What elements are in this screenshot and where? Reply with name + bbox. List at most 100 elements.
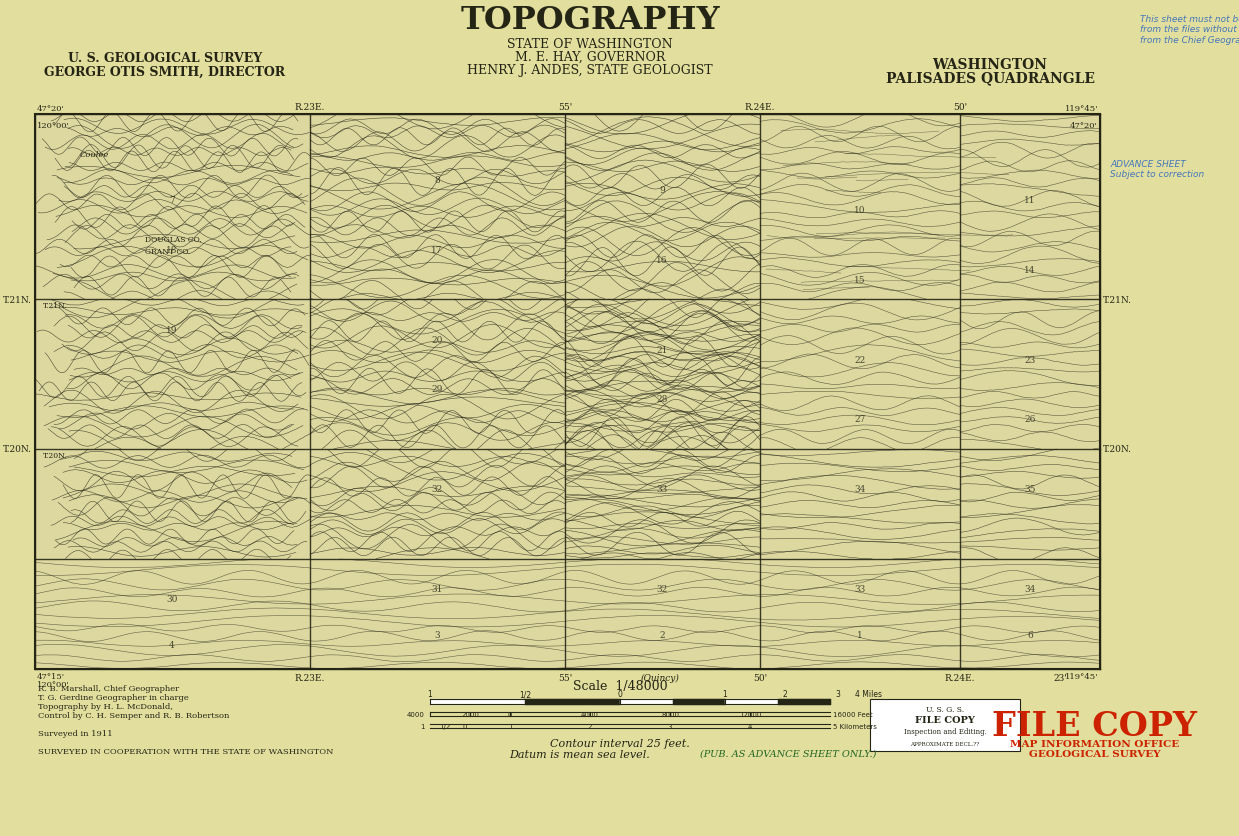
Text: Coulee: Coulee [81, 150, 109, 159]
Text: 5 Kilometers: 5 Kilometers [833, 723, 877, 729]
Text: ADVANCE SHEET
Subject to correction: ADVANCE SHEET Subject to correction [1110, 160, 1204, 179]
Bar [870, 699, 1020, 751]
Text: 31: 31 [431, 585, 442, 594]
Text: T. G. Gerdine Geographer in charge: T. G. Gerdine Geographer in charge [38, 693, 188, 701]
Text: HENRY J. ANDES, STATE GEOLOGIST: HENRY J. ANDES, STATE GEOLOGIST [467, 64, 712, 76]
Text: 11: 11 [1025, 196, 1036, 204]
Text: T.20N.: T.20N. [2, 445, 32, 454]
Text: Contour interval 25 feet.: Contour interval 25 feet. [550, 738, 690, 748]
Text: 4000: 4000 [408, 711, 425, 717]
Text: PALISADES QUADRANGLE: PALISADES QUADRANGLE [886, 71, 1094, 85]
Text: 14: 14 [1025, 265, 1036, 274]
Text: 55': 55' [558, 103, 572, 112]
Text: 0: 0 [462, 723, 467, 729]
Text: Surveyed in 1911: Surveyed in 1911 [38, 729, 113, 737]
Text: 34: 34 [855, 485, 866, 494]
Text: 2: 2 [659, 630, 665, 639]
Text: 3: 3 [434, 630, 440, 639]
Text: 12000: 12000 [738, 711, 761, 717]
Text: 1/2: 1/2 [519, 689, 532, 698]
Text: R.23E.: R.23E. [295, 103, 325, 112]
Text: 0: 0 [617, 689, 622, 698]
Text: 50': 50' [953, 103, 968, 112]
Text: 0: 0 [508, 711, 512, 717]
Text: 27: 27 [855, 415, 866, 424]
Text: APPROXIMATE DECL.??: APPROXIMATE DECL.?? [911, 741, 980, 746]
Text: TOPOGRAPHY: TOPOGRAPHY [460, 4, 720, 35]
Text: T.21N.: T.21N. [43, 302, 68, 309]
Text: 34: 34 [1025, 585, 1036, 594]
Text: 29: 29 [431, 385, 442, 394]
Text: 8: 8 [434, 176, 440, 184]
Text: 47°20': 47°20' [1070, 122, 1098, 130]
Text: R.24E.: R.24E. [745, 103, 776, 112]
Text: 4: 4 [748, 723, 752, 729]
Text: 15: 15 [854, 275, 866, 284]
Text: 28: 28 [657, 395, 668, 404]
Text: 17: 17 [431, 245, 442, 254]
Text: GEORGE OTIS SMITH, DIRECTOR: GEORGE OTIS SMITH, DIRECTOR [45, 65, 285, 79]
Text: Inspection and Editing.: Inspection and Editing. [903, 727, 986, 735]
Text: 55': 55' [558, 673, 572, 682]
Bar [35, 115, 1100, 669]
Text: T.20N.: T.20N. [43, 451, 68, 460]
Text: SURVEYED IN COOPERATION WITH THE STATE OF WASHINGTON: SURVEYED IN COOPERATION WITH THE STATE O… [38, 747, 333, 755]
Text: 2000: 2000 [461, 711, 479, 717]
Text: 1/2: 1/2 [440, 723, 451, 729]
Text: 1: 1 [427, 689, 432, 698]
Text: 7: 7 [170, 196, 175, 204]
Text: 1: 1 [420, 723, 425, 729]
Text: T.21N.: T.21N. [1103, 295, 1132, 304]
Text: 21: 21 [657, 345, 668, 354]
Text: 23: 23 [1025, 355, 1036, 364]
Text: 30: 30 [166, 594, 177, 604]
Text: 47°15': 47°15' [37, 672, 66, 681]
Text: 120°00': 120°00' [37, 681, 69, 688]
Text: 4: 4 [170, 640, 175, 649]
Text: 50': 50' [753, 673, 767, 682]
Text: (PUB. AS ADVANCE SHEET ONLY.): (PUB. AS ADVANCE SHEET ONLY.) [700, 749, 876, 758]
Text: 3: 3 [835, 689, 840, 698]
Text: 16: 16 [657, 255, 668, 264]
Text: 119°45': 119°45' [1064, 104, 1098, 113]
Text: 35: 35 [1025, 485, 1036, 494]
Text: U. S. GEOLOGICAL SURVEY: U. S. GEOLOGICAL SURVEY [68, 52, 263, 64]
Text: 32: 32 [657, 585, 668, 594]
Text: M. E. HAY, GOVERNOR: M. E. HAY, GOVERNOR [515, 50, 665, 64]
Text: 32: 32 [431, 485, 442, 494]
Text: 9: 9 [659, 186, 665, 194]
Text: 119°45': 119°45' [1064, 672, 1098, 681]
Text: U. S. G. S.: U. S. G. S. [926, 705, 964, 713]
Text: 33: 33 [855, 585, 866, 594]
Text: 1: 1 [508, 723, 512, 729]
Text: R.23E.: R.23E. [295, 673, 325, 682]
Text: R.24E.: R.24E. [945, 673, 975, 682]
Text: Topography by H. L. McDonald,: Topography by H. L. McDonald, [38, 702, 173, 710]
Text: Datum is mean sea level.: Datum is mean sea level. [509, 749, 650, 759]
Text: WASHINGTON: WASHINGTON [933, 58, 1047, 72]
Text: (Quincy): (Quincy) [641, 673, 679, 682]
Text: T.20N.: T.20N. [1103, 445, 1132, 454]
Text: 22: 22 [855, 355, 866, 364]
Text: 16000 Feet: 16000 Feet [833, 711, 872, 717]
Text: FILE COPY: FILE COPY [992, 709, 1198, 742]
Text: 47°20': 47°20' [37, 104, 64, 113]
Text: 33: 33 [657, 485, 668, 494]
Text: 23': 23' [1053, 673, 1067, 682]
Text: R. B. Marshall, Chief Geographer: R. B. Marshall, Chief Geographer [38, 684, 180, 692]
Text: Scale  1/48000: Scale 1/48000 [572, 679, 668, 692]
Text: FILE COPY: FILE COPY [916, 715, 975, 724]
Text: 10: 10 [854, 206, 866, 214]
Text: 2: 2 [783, 689, 788, 698]
Bar [35, 115, 1100, 669]
Text: 18: 18 [166, 245, 177, 254]
Text: 4 Miles: 4 Miles [855, 689, 882, 698]
Text: 3: 3 [668, 723, 673, 729]
Text: 1: 1 [857, 630, 862, 639]
Text: T.21N.: T.21N. [2, 295, 32, 304]
Text: 1: 1 [722, 689, 727, 698]
Text: 4000: 4000 [581, 711, 598, 717]
Text: 20: 20 [431, 335, 442, 344]
Text: This sheet must not be taken
from the files without an order
from the Chief Geog: This sheet must not be taken from the fi… [1140, 15, 1239, 45]
Text: 2: 2 [587, 723, 592, 729]
